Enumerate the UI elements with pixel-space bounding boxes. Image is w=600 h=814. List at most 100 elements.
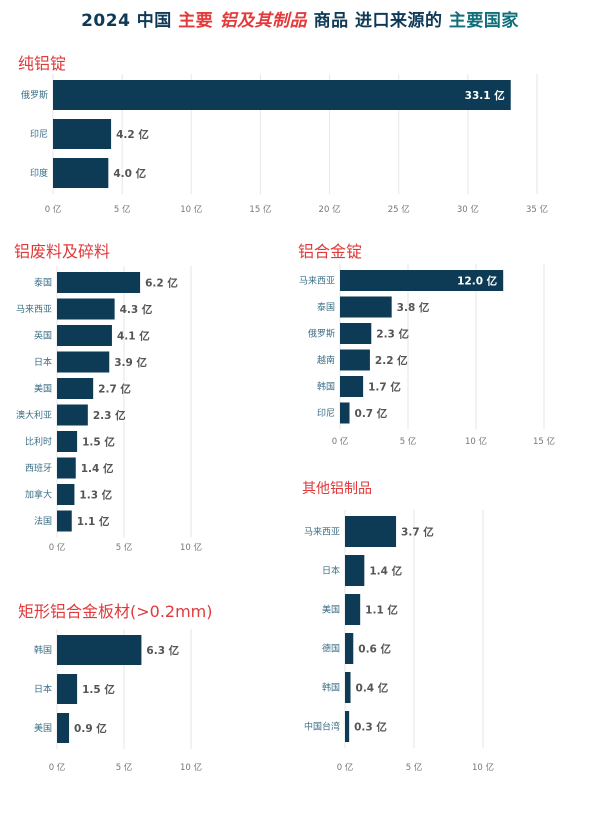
bar bbox=[57, 484, 75, 505]
x-tick-label: 10 亿 bbox=[180, 762, 202, 773]
category-label: 俄罗斯 bbox=[308, 328, 335, 340]
title-part-countries: 主要国家 bbox=[448, 11, 519, 31]
bar bbox=[53, 80, 511, 110]
x-tick-label: 10 亿 bbox=[472, 762, 494, 773]
category-label: 马来西亚 bbox=[16, 304, 52, 315]
x-tick-label: 20 亿 bbox=[319, 204, 341, 215]
bar bbox=[345, 516, 397, 547]
x-tick-label: 5 亿 bbox=[116, 542, 133, 553]
value-label: 4.1 亿 bbox=[117, 330, 150, 343]
category-label: 印尼 bbox=[30, 128, 48, 140]
category-label: 日本 bbox=[322, 565, 340, 577]
x-tick-label: 10 亿 bbox=[180, 204, 202, 215]
bar bbox=[340, 323, 372, 344]
bar bbox=[57, 272, 141, 293]
value-label: 12.0 亿 bbox=[457, 275, 498, 288]
x-tick-label: 10 亿 bbox=[465, 436, 487, 447]
x-tick-label: 15 亿 bbox=[533, 436, 555, 447]
page-title: 2024 中国 主要 铝及其制品 商品 进口来源的 主要国家 bbox=[0, 6, 600, 31]
value-label: 1.1 亿 bbox=[365, 604, 398, 617]
value-label: 1.3 亿 bbox=[79, 489, 112, 502]
category-label: 比利时 bbox=[25, 436, 52, 448]
chart-title-other-aluminum: 其他铝制品 bbox=[302, 481, 372, 497]
value-label: 33.1 亿 bbox=[465, 89, 506, 102]
value-label: 2.7 亿 bbox=[98, 383, 131, 396]
bar bbox=[340, 349, 370, 371]
x-tick-label: 0 亿 bbox=[332, 436, 349, 447]
category-label: 越南 bbox=[317, 354, 335, 366]
bar bbox=[57, 298, 115, 320]
value-label: 0.9 亿 bbox=[74, 722, 107, 735]
category-label: 西班牙 bbox=[25, 462, 52, 474]
value-label: 1.5 亿 bbox=[82, 683, 115, 696]
value-label: 6.3 亿 bbox=[146, 644, 179, 657]
category-label: 马来西亚 bbox=[299, 276, 335, 287]
value-label: 3.9 亿 bbox=[114, 356, 147, 369]
bar bbox=[53, 158, 109, 188]
value-label: 1.5 亿 bbox=[82, 436, 115, 449]
chart-title-aluminum-alloy-ingot: 铝合金锭 bbox=[298, 242, 363, 261]
value-label: 1.1 亿 bbox=[77, 515, 110, 528]
bar bbox=[57, 431, 78, 452]
bar bbox=[57, 378, 94, 399]
value-label: 4.0 亿 bbox=[113, 167, 146, 180]
bar bbox=[345, 555, 365, 586]
x-tick-label: 0 亿 bbox=[45, 204, 62, 215]
bar bbox=[340, 270, 504, 291]
bar bbox=[345, 711, 350, 742]
category-label: 澳大利亚 bbox=[16, 409, 52, 421]
value-label: 0.7 亿 bbox=[355, 407, 388, 420]
x-tick-label: 15 亿 bbox=[249, 204, 271, 215]
x-tick-label: 10 亿 bbox=[180, 542, 202, 553]
category-label: 韩国 bbox=[322, 682, 340, 694]
category-label: 日本 bbox=[34, 683, 52, 695]
value-label: 3.8 亿 bbox=[397, 301, 430, 314]
bar bbox=[340, 376, 364, 397]
category-label: 俄罗斯 bbox=[21, 89, 48, 101]
bar bbox=[340, 296, 392, 318]
value-label: 1.4 亿 bbox=[369, 565, 402, 578]
value-label: 4.3 亿 bbox=[120, 303, 153, 316]
x-tick-label: 5 亿 bbox=[116, 762, 133, 773]
title-part-main: 主要 bbox=[178, 11, 220, 31]
bar bbox=[57, 674, 78, 704]
bar bbox=[57, 457, 76, 479]
value-label: 4.2 亿 bbox=[116, 128, 149, 141]
category-label: 法国 bbox=[34, 515, 52, 527]
category-label: 印度 bbox=[30, 167, 48, 179]
bar bbox=[57, 404, 88, 426]
category-label: 中国台湾 bbox=[304, 721, 340, 733]
bar bbox=[345, 633, 354, 664]
category-label: 泰国 bbox=[317, 301, 335, 313]
title-part-middle: 商品 进口来源的 bbox=[307, 11, 449, 31]
category-label: 英国 bbox=[34, 330, 52, 342]
category-label: 泰国 bbox=[34, 277, 52, 289]
x-tick-label: 5 亿 bbox=[406, 762, 423, 773]
chart-title-aluminum-scrap: 铝废料及碎料 bbox=[14, 242, 111, 261]
category-label: 加拿大 bbox=[25, 489, 52, 501]
category-label: 美国 bbox=[34, 383, 52, 395]
bar bbox=[345, 672, 351, 703]
bar bbox=[57, 713, 70, 743]
category-label: 德国 bbox=[322, 643, 340, 655]
category-label: 日本 bbox=[34, 356, 52, 368]
x-tick-label: 35 亿 bbox=[526, 204, 548, 215]
value-label: 2.2 亿 bbox=[375, 354, 408, 367]
value-label: 1.7 亿 bbox=[368, 381, 401, 394]
title-part-product: 铝及其制品 bbox=[219, 11, 308, 31]
category-label: 美国 bbox=[34, 722, 52, 734]
x-tick-label: 0 亿 bbox=[337, 762, 354, 773]
category-label: 韩国 bbox=[34, 644, 52, 656]
value-label: 1.4 亿 bbox=[81, 462, 114, 475]
x-tick-label: 0 亿 bbox=[49, 762, 66, 773]
chart-title-pure-aluminum: 纯铝锭 bbox=[18, 54, 67, 73]
value-label: 0.4 亿 bbox=[356, 682, 389, 695]
bar bbox=[340, 402, 350, 424]
x-tick-label: 25 亿 bbox=[388, 204, 410, 215]
bar bbox=[57, 510, 72, 532]
chart-title-aluminum-sheet: 矩形铝合金板材(>0.2mm) bbox=[18, 602, 213, 621]
x-tick-label: 0 亿 bbox=[49, 542, 66, 553]
value-label: 2.3 亿 bbox=[93, 409, 126, 422]
category-label: 美国 bbox=[322, 604, 340, 616]
